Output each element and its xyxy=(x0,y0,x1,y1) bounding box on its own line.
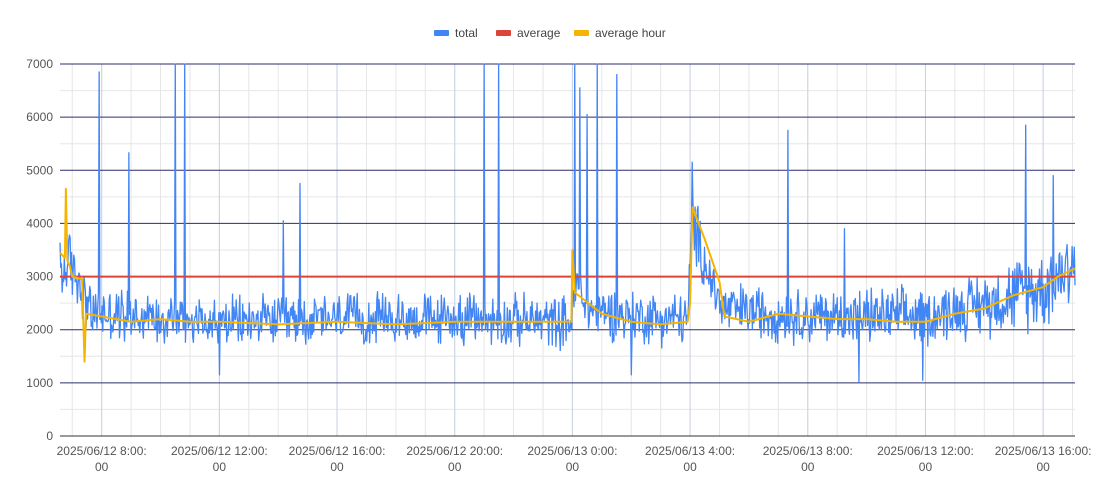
legend-label-average: average xyxy=(517,26,561,40)
y-tick-label: 4000 xyxy=(26,216,53,230)
x-tick-label: 2025/06/13 4:00: xyxy=(645,444,735,458)
x-tick-label: 2025/06/12 16:00: xyxy=(289,444,386,458)
x-axis: 2025/06/12 8:00: 00 2025/06/12 12:00: 00 202… xyxy=(57,444,1092,474)
x-tick-label: 00 xyxy=(330,460,344,474)
legend-swatch-average-hour xyxy=(574,30,589,36)
plot-area xyxy=(59,63,1076,383)
legend-item-total[interactable]: total xyxy=(434,26,478,40)
y-tick-label: 2000 xyxy=(26,323,53,337)
y-tick-label: 1000 xyxy=(26,376,53,390)
series-line-total xyxy=(59,63,1076,383)
x-tick-label: 2025/06/13 0:00: xyxy=(527,444,617,458)
y-tick-label: 6000 xyxy=(26,110,53,124)
legend-item-average[interactable]: average xyxy=(496,26,561,40)
legend-label-total: total xyxy=(455,26,478,40)
x-tick-label: 00 xyxy=(683,460,697,474)
x-tick-label: 00 xyxy=(213,460,227,474)
y-axis: 0 1000 2000 3000 4000 5000 6000 7000 xyxy=(26,57,53,443)
x-tick-label: 00 xyxy=(801,460,815,474)
legend-swatch-average xyxy=(496,30,511,36)
y-tick-label: 3000 xyxy=(26,270,53,284)
x-tick-label: 00 xyxy=(566,460,580,474)
x-tick-label: 2025/06/13 12:00: xyxy=(877,444,974,458)
x-tick-label: 2025/06/13 16:00: xyxy=(995,444,1092,458)
x-tick-label: 2025/06/12 8:00: xyxy=(57,444,147,458)
y-tick-label: 5000 xyxy=(26,163,53,177)
legend: total average average hour xyxy=(434,26,666,40)
x-tick-label: 00 xyxy=(1036,460,1050,474)
y-tick-label: 7000 xyxy=(26,57,53,71)
x-tick-label: 2025/06/12 12:00: xyxy=(171,444,268,458)
legend-swatch-total xyxy=(434,30,449,36)
series-line-average-hour xyxy=(59,187,1076,363)
x-tick-label: 00 xyxy=(95,460,109,474)
x-tick-label: 00 xyxy=(448,460,462,474)
x-tick-label: 2025/06/12 20:00: xyxy=(406,444,503,458)
legend-item-average-hour[interactable]: average hour xyxy=(574,26,666,40)
legend-label-average-hour: average hour xyxy=(595,26,666,40)
x-tick-label: 00 xyxy=(919,460,933,474)
y-tick-label: 0 xyxy=(46,429,53,443)
x-tick-label: 2025/06/13 8:00: xyxy=(763,444,853,458)
